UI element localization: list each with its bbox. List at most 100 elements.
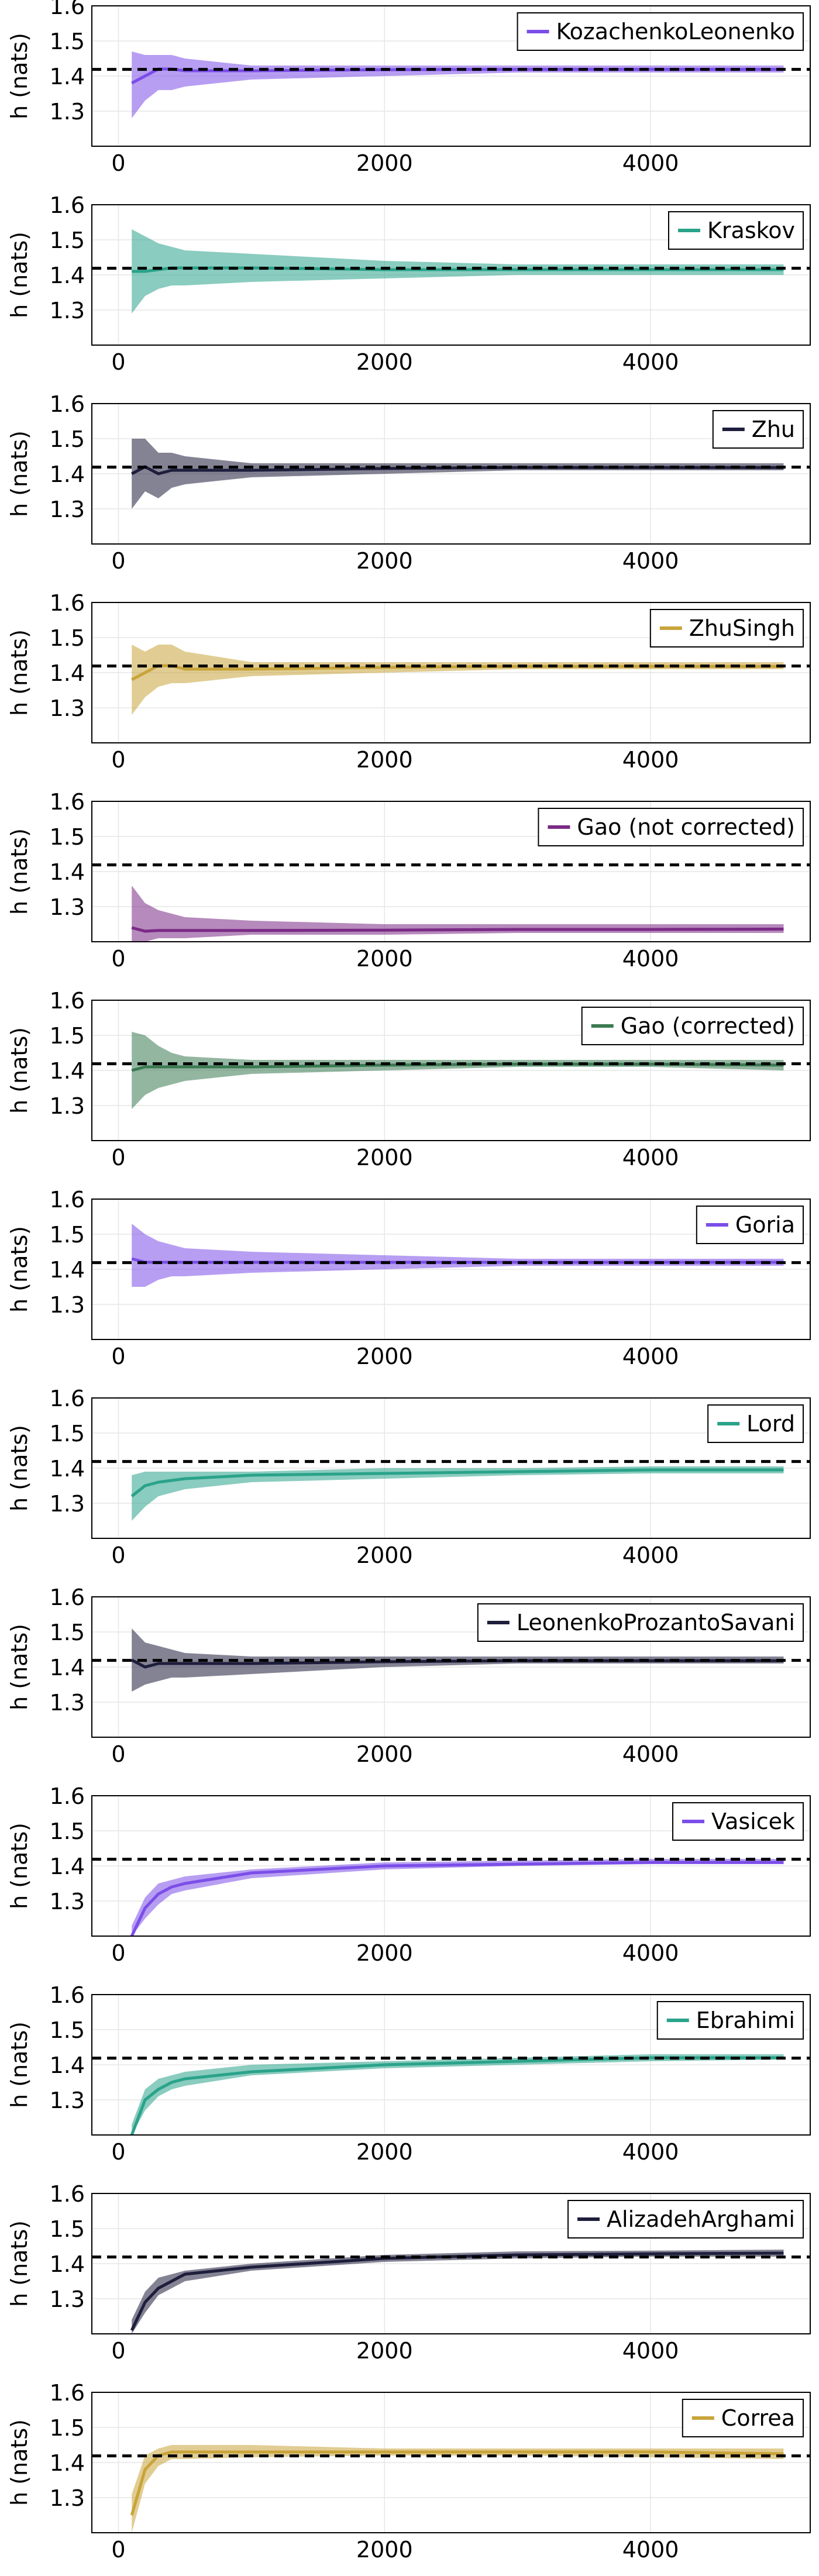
x-tick-label: 4000 [622, 1344, 679, 1369]
legend-box [707, 1404, 804, 1443]
y-tick-label: 1.4 [50, 64, 85, 89]
legend-label: Zhu [752, 416, 795, 442]
legend-label: Vasicek [711, 1809, 795, 1834]
legend-label: Gao (not corrected) [577, 814, 795, 840]
plot-area [92, 2054, 810, 2135]
axes-frame [91, 2392, 811, 2533]
x-tick-label: 2000 [356, 1940, 413, 1966]
x-tick-label: 0 [111, 548, 125, 574]
x-tick-label: 0 [111, 1542, 125, 1568]
legend-label: Gao (corrected) [621, 1013, 795, 1039]
confidence-band [132, 886, 784, 942]
y-tick-label: 1.6 [50, 1386, 85, 1411]
y-tick-label: 1.4 [50, 660, 85, 686]
y-tick-label: 1.4 [50, 859, 85, 885]
y-tick-label: 1.3 [50, 298, 85, 323]
x-tick-label: 2000 [356, 2338, 413, 2364]
x-tick-label: 2000 [356, 2139, 413, 2165]
y-tick-label: 1.3 [50, 1491, 85, 1517]
y-tick-label: 1.6 [50, 590, 85, 616]
confidence-band [132, 51, 784, 118]
y-tick-label: 1.5 [50, 2017, 85, 2043]
confidence-band [132, 439, 784, 509]
legend-label: Ebrahimi [696, 2007, 795, 2033]
x-tick-label: 4000 [622, 150, 679, 176]
axes-frame [91, 403, 811, 545]
x-tick-label: 4000 [622, 2139, 679, 2165]
y-tick-label: 1.4 [50, 2052, 85, 2078]
legend-label: Goria [735, 1212, 795, 1238]
x-tick-label: 4000 [622, 548, 679, 574]
y-axis-label: h (nats) [6, 431, 32, 517]
x-tick-label: 0 [111, 349, 125, 375]
panel-4: 1.3 1.4 1.5 1.6 0 2000 4000 h (nats) Gao (not co… [6, 789, 811, 972]
panel-6: 1.3 1.4 1.5 1.6 0 2000 4000 h (nats) Goria [6, 1187, 811, 1369]
x-tick-label: 2000 [356, 1542, 413, 1568]
axes-frame [91, 1397, 811, 1539]
y-tick-label: 1.6 [50, 789, 85, 815]
y-axis-label: h (nats) [6, 2220, 32, 2307]
plot-area [92, 51, 810, 118]
x-tick-label: 4000 [622, 747, 679, 773]
x-tick-label: 4000 [622, 2338, 679, 2364]
x-tick-label: 0 [111, 1741, 125, 1767]
axes-frame [91, 1994, 811, 2136]
x-tick-label: 4000 [622, 2537, 679, 2563]
y-tick-label: 1.6 [50, 2181, 85, 2207]
legend-label: Correa [721, 2405, 795, 2431]
x-tick-label: 0 [111, 150, 125, 176]
y-tick-label: 1.6 [50, 1982, 85, 2008]
y-tick-label: 1.4 [50, 1854, 85, 1879]
x-tick-label: 2000 [356, 1741, 413, 1767]
y-axis-label: h (nats) [6, 33, 32, 119]
plot-area [92, 229, 810, 314]
y-tick-label: 1.5 [50, 1819, 85, 1844]
plot-area [92, 1224, 810, 1287]
y-tick-label: 1.5 [50, 29, 85, 54]
series-line [130, 1468, 784, 1497]
y-tick-label: 1.5 [50, 1620, 85, 1645]
legend-label: Kraskov [707, 218, 795, 243]
legend-box [517, 12, 804, 51]
plot-area [92, 1628, 810, 1692]
legend-box [538, 808, 804, 846]
plot-area [92, 1858, 810, 1936]
y-tick-label: 1.5 [50, 1421, 85, 1447]
x-tick-label: 4000 [622, 946, 679, 972]
y-tick-label: 1.3 [50, 1292, 85, 1318]
x-tick-label: 4000 [622, 1741, 679, 1767]
x-tick-label: 0 [111, 1940, 125, 1966]
y-tick-label: 1.6 [50, 192, 85, 218]
axes-frame [91, 1000, 811, 1141]
y-tick-label: 1.5 [50, 2216, 85, 2242]
x-tick-label: 2000 [356, 1344, 413, 1369]
plot-area [92, 645, 810, 715]
confidence-band [132, 1859, 784, 1936]
y-tick-label: 1.4 [50, 2251, 85, 2277]
panel-7: 1.3 1.4 1.5 1.6 0 2000 4000 h (nats) Lord [6, 1386, 811, 1568]
y-axis-label: h (nats) [6, 1425, 32, 1511]
y-tick-label: 1.5 [50, 1222, 85, 1248]
x-tick-label: 0 [111, 747, 125, 773]
y-axis-label: h (nats) [6, 2021, 32, 2108]
panel-8: 1.3 1.4 1.5 1.6 0 2000 4000 h (nats) LeonenkoPro… [6, 1585, 811, 1767]
panel-10: 1.3 1.4 1.5 1.6 0 2000 4000 h (nats) Ebrahimi [6, 1982, 811, 2165]
x-tick-label: 4000 [622, 349, 679, 375]
y-tick-label: 1.4 [50, 1058, 85, 1084]
y-tick-label: 1.3 [50, 497, 85, 522]
x-tick-label: 2000 [356, 548, 413, 574]
x-tick-label: 0 [111, 2338, 125, 2364]
confidence-band [132, 2250, 784, 2334]
axes-frame [91, 801, 811, 942]
y-tick-label: 1.3 [50, 894, 85, 920]
y-axis-label: h (nats) [6, 1624, 32, 1710]
y-axis-label: h (nats) [6, 232, 32, 318]
panel-1: 1.3 1.4 1.5 1.6 0 2000 4000 h (nats) Kraskov [6, 192, 811, 375]
panel-0: 1.3 1.4 1.5 1.6 0 2000 4000 h (nats) KozachenkoL… [6, 0, 811, 176]
axes-frame [91, 602, 811, 743]
y-tick-label: 1.4 [50, 1456, 85, 1482]
x-tick-label: 0 [111, 1145, 125, 1170]
y-tick-label: 1.3 [50, 2088, 85, 2113]
x-tick-label: 2000 [356, 946, 413, 972]
legend-box [477, 1603, 804, 1642]
